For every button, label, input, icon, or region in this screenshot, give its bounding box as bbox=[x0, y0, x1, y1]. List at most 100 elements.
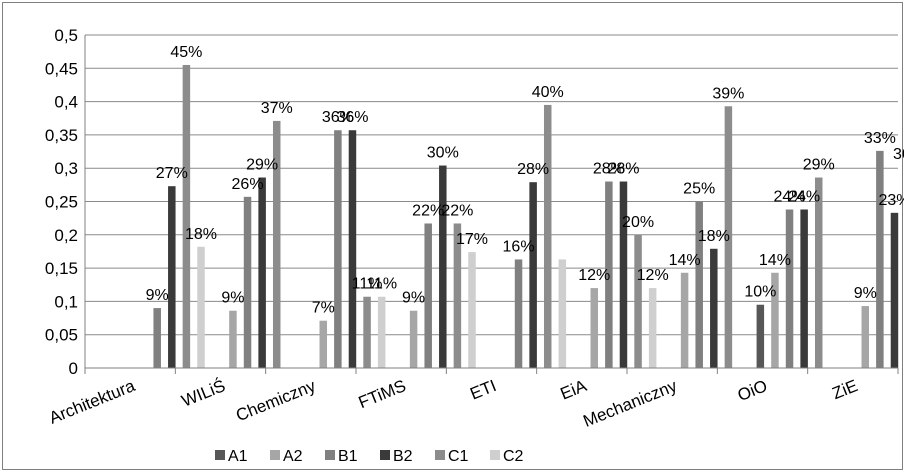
bar-C2 bbox=[468, 252, 476, 368]
legend-swatch-C1 bbox=[435, 450, 445, 460]
data-label: 14% bbox=[759, 252, 791, 269]
bar-A2 bbox=[229, 310, 237, 368]
data-label: 39% bbox=[712, 85, 744, 102]
bar-A2 bbox=[319, 320, 328, 368]
axes bbox=[84, 35, 899, 374]
bar-C1 bbox=[363, 296, 371, 368]
bar-B1 bbox=[243, 196, 252, 368]
legend-swatch-B1 bbox=[325, 450, 335, 460]
bar-B1 bbox=[334, 130, 342, 368]
y-tick-label: 0,1 bbox=[54, 292, 78, 311]
bar-B2 bbox=[619, 181, 628, 368]
data-label: 9% bbox=[854, 285, 877, 302]
data-label: 30% bbox=[893, 146, 904, 163]
bar-B1 bbox=[876, 150, 884, 368]
data-label: 18% bbox=[185, 226, 217, 243]
data-label: 14% bbox=[669, 252, 701, 269]
category-label: EiA bbox=[558, 376, 590, 404]
legend-swatch-C2 bbox=[490, 450, 500, 460]
data-label: 28% bbox=[517, 161, 549, 178]
data-label: 12% bbox=[637, 267, 669, 284]
bar-B1 bbox=[424, 223, 432, 368]
y-tick-label: 0,25 bbox=[45, 193, 78, 212]
y-axis-ticks: 0 0,05 0,1 0,15 0,2 0,25 0,3 0,35 0,4 0,45 0,5 bbox=[45, 26, 78, 378]
bar-chart: 0 0,05 0,1 0,15 0,2 0,25 0,3 0,35 0,4 0,45 0,5 9% 2… bbox=[45, 26, 904, 465]
data-label: 28% bbox=[607, 161, 639, 178]
data-label: 20% bbox=[622, 214, 654, 231]
data-label: 27% bbox=[156, 165, 188, 182]
y-tick-label: 0,45 bbox=[45, 59, 78, 78]
x-axis-category-labels: Architektura WILiŚ Chemiczny FTiMS ETI EiAMec… bbox=[46, 376, 860, 431]
legend-swatch-A1 bbox=[215, 450, 225, 460]
data-label: 11% bbox=[352, 276, 383, 293]
y-tick-label: 0,3 bbox=[54, 159, 78, 178]
data-label: 18% bbox=[698, 228, 730, 245]
data-label: 36% bbox=[336, 109, 368, 126]
data-label: 7% bbox=[312, 300, 335, 317]
data-label: 37% bbox=[261, 100, 293, 117]
data-label: 17% bbox=[456, 231, 488, 248]
category-label: Architektura bbox=[46, 376, 138, 428]
data-label: 9% bbox=[146, 287, 169, 304]
bar-C2 bbox=[648, 288, 657, 368]
category-label: Mechaniczny bbox=[581, 376, 681, 431]
bar-C1 bbox=[634, 234, 642, 368]
category-label: OiO bbox=[735, 376, 770, 405]
category-label: ETI bbox=[467, 376, 499, 404]
data-label: 24% bbox=[788, 188, 820, 205]
bars bbox=[153, 64, 899, 369]
data-label: 9% bbox=[402, 290, 425, 307]
bar-C1 bbox=[272, 120, 281, 368]
legend-label: A1 bbox=[228, 448, 248, 465]
legend-label: B1 bbox=[338, 448, 358, 465]
category-label: Chemiczny bbox=[233, 376, 319, 425]
data-label: 36% bbox=[322, 109, 354, 126]
legend-label: B2 bbox=[393, 448, 413, 465]
legend-label: A2 bbox=[283, 448, 303, 465]
bar-A2 bbox=[590, 288, 599, 368]
bar-B2 bbox=[439, 165, 447, 368]
bar-A1 bbox=[756, 304, 765, 368]
bar-C1 bbox=[182, 64, 191, 368]
bar-C1 bbox=[724, 106, 733, 369]
legend-label: C2 bbox=[503, 448, 524, 465]
bar-B1 bbox=[695, 201, 703, 368]
data-label: 23% bbox=[878, 192, 904, 209]
category-label: ZiE bbox=[830, 376, 861, 403]
data-label: 22% bbox=[441, 202, 473, 219]
data-label: 33% bbox=[864, 130, 896, 147]
data-label: 29% bbox=[803, 157, 835, 174]
legend-swatch-B2 bbox=[380, 450, 390, 460]
bar-C1 bbox=[453, 223, 462, 368]
data-label: 29% bbox=[246, 157, 278, 174]
y-tick-label: 0,05 bbox=[45, 326, 78, 345]
bar-C2 bbox=[377, 296, 386, 368]
bar-A2 bbox=[771, 272, 779, 368]
data-label: 9% bbox=[221, 290, 244, 307]
data-label: 26% bbox=[232, 176, 264, 193]
y-tick-label: 0 bbox=[69, 359, 78, 378]
y-tick-label: 0,2 bbox=[54, 226, 78, 245]
bar-B1 bbox=[785, 209, 794, 368]
bar-B2 bbox=[800, 209, 808, 368]
data-label: 28% bbox=[593, 161, 625, 178]
y-tick-label: 0,15 bbox=[45, 259, 78, 278]
data-label: 10% bbox=[744, 284, 776, 301]
bar-B2 bbox=[529, 182, 537, 368]
y-tick-label: 0,4 bbox=[54, 93, 78, 112]
data-label: 22% bbox=[412, 202, 444, 219]
legend: A1 A2 B1 B2 C1 C2 bbox=[215, 448, 524, 465]
bar-B1 bbox=[514, 259, 523, 368]
data-label: 11% bbox=[366, 276, 397, 293]
y-tick-label: 0,5 bbox=[54, 26, 78, 45]
data-label: 40% bbox=[532, 84, 564, 101]
grid-lines bbox=[85, 34, 898, 336]
legend-label: C1 bbox=[448, 448, 469, 465]
bar-C1 bbox=[814, 177, 823, 368]
bar-C2 bbox=[558, 259, 567, 368]
bar-A2 bbox=[680, 272, 689, 368]
bar-A2 bbox=[861, 306, 870, 368]
bar-B1 bbox=[605, 181, 613, 368]
data-label: 12% bbox=[578, 267, 610, 284]
